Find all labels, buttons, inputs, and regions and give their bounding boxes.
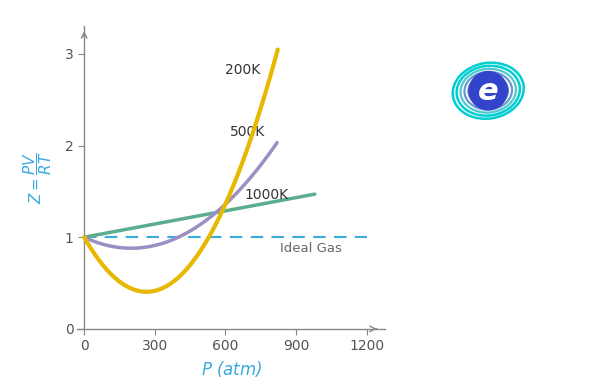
Text: e: e	[478, 77, 499, 106]
Circle shape	[469, 72, 507, 110]
Text: 500K: 500K	[230, 125, 265, 139]
Text: 1000K: 1000K	[244, 188, 288, 202]
Y-axis label: $Z = \dfrac{PV}{RT}$: $Z = \dfrac{PV}{RT}$	[21, 152, 54, 204]
X-axis label: $P$ (atm): $P$ (atm)	[200, 359, 262, 378]
Text: Ideal Gas: Ideal Gas	[279, 242, 342, 255]
Text: 200K: 200K	[225, 63, 261, 77]
